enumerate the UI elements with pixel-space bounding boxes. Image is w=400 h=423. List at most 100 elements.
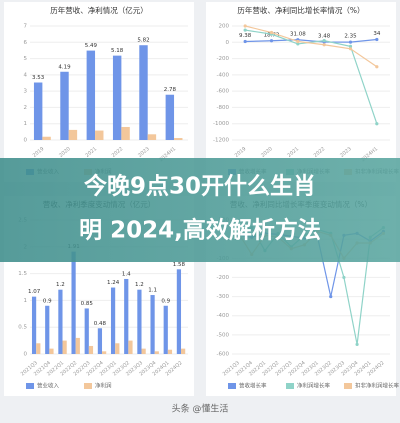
point	[348, 40, 353, 44]
y-tick-label: 7	[24, 24, 28, 30]
value-label: 4.19	[58, 64, 71, 70]
legend-label: 净利润	[95, 382, 112, 390]
bar	[167, 349, 173, 354]
y-tick-label: 4	[24, 72, 28, 78]
y-tick-label: -1000	[213, 121, 229, 127]
value-label: 0.9	[161, 298, 170, 304]
y-tick-label: 3	[24, 89, 28, 95]
value-label: 5.82	[137, 38, 149, 44]
value-label: 0.85	[81, 301, 94, 307]
bar	[71, 251, 76, 354]
bar	[58, 289, 63, 354]
legend-swatch	[228, 383, 236, 389]
value-label: 9.38	[239, 33, 252, 39]
bar	[45, 305, 50, 354]
point	[243, 24, 247, 28]
bar	[84, 308, 89, 354]
banner	[0, 158, 400, 262]
bar	[42, 136, 51, 140]
bar	[121, 126, 130, 140]
watermark: 头条 @懂生活	[172, 403, 229, 415]
point	[243, 28, 247, 32]
point	[342, 275, 346, 280]
value-label: 3.53	[32, 75, 45, 81]
bar	[33, 82, 43, 140]
y-tick-label: 0	[24, 138, 28, 144]
point	[296, 42, 300, 46]
value-label: 1.07	[28, 289, 41, 295]
bar	[102, 351, 107, 354]
y-tick-label: -600	[217, 352, 230, 358]
bar	[128, 340, 133, 354]
y-tick-label: -800	[217, 105, 230, 111]
point	[243, 39, 247, 44]
value-label: 1.1	[148, 288, 157, 294]
bar	[174, 138, 183, 140]
legend-swatch	[26, 383, 34, 389]
bar	[115, 343, 120, 354]
y-tick-label: 0	[24, 352, 28, 358]
point	[296, 39, 300, 44]
value-label: 31.08	[290, 31, 306, 37]
bar	[176, 269, 182, 354]
point	[375, 122, 379, 126]
chart-title: 历年营收、净利同比增长率情况（%）	[237, 5, 364, 15]
line	[245, 38, 377, 43]
value-label: 1.24	[107, 280, 120, 286]
legend-swatch	[344, 383, 352, 389]
panel	[206, 2, 396, 182]
value-label: 2.78	[164, 87, 177, 93]
y-tick-label: -200	[217, 275, 230, 281]
value-label: 1.4	[122, 271, 131, 277]
point	[322, 39, 326, 43]
value-label: 3.48	[318, 34, 331, 40]
value-label: 0.48	[94, 321, 107, 327]
bar	[147, 134, 157, 140]
legend-label: 营收增长率	[239, 382, 267, 390]
bar	[49, 348, 54, 354]
bar	[97, 328, 103, 354]
bar	[139, 45, 148, 140]
point	[348, 47, 353, 51]
bar	[110, 287, 116, 354]
y-tick-label: 1	[24, 121, 28, 127]
banner-line: 今晚9点30开什么生肖	[84, 173, 316, 200]
bar	[124, 278, 129, 354]
value-label: 5.18	[111, 48, 124, 54]
bar	[60, 71, 69, 140]
value-label: 5.49	[85, 43, 98, 49]
point	[355, 342, 359, 347]
chart-title: 历年营收、净利情况（亿元）	[50, 5, 148, 15]
point	[348, 44, 353, 48]
value-label: 1.2	[56, 282, 65, 288]
point	[375, 65, 379, 69]
y-tick-label: 1	[24, 298, 28, 304]
y-tick-label: -400	[217, 313, 230, 319]
bar	[141, 348, 146, 354]
value-label: 1.2	[135, 282, 144, 288]
legend-label: 净利润增长率	[297, 382, 331, 390]
bar	[181, 348, 186, 354]
y-tick-label: -1200	[213, 138, 229, 144]
y-tick-label: 200	[219, 24, 230, 30]
bar	[150, 295, 155, 354]
bar	[88, 345, 94, 354]
y-tick-label: -600	[217, 89, 230, 95]
point	[329, 294, 333, 299]
bar	[75, 337, 80, 354]
point	[269, 30, 274, 35]
point	[322, 43, 326, 47]
y-tick-label: 0.5	[18, 325, 27, 331]
value-label: 0.9	[43, 298, 52, 304]
value-label: 1.58	[173, 262, 186, 268]
legend-swatch	[84, 383, 92, 389]
bar	[95, 130, 104, 140]
y-tick-label: 6	[24, 40, 28, 46]
bar	[62, 340, 67, 354]
y-tick-label: -200	[217, 56, 230, 62]
bar	[165, 94, 175, 140]
y-tick-label: -300	[217, 294, 230, 300]
y-tick-label: -500	[217, 332, 230, 338]
bar	[36, 343, 41, 354]
